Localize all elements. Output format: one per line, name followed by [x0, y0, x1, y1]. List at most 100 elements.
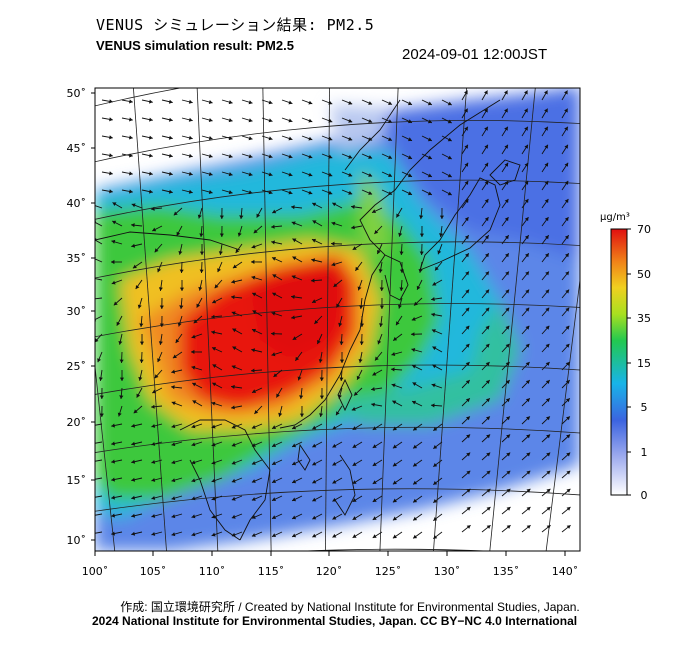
wind-arrow-head: [544, 217, 549, 222]
wind-arrow-head: [388, 101, 392, 105]
wind-arrow-head: [413, 462, 418, 467]
wind-arrow-head: [271, 352, 276, 357]
wind-arrow-head: [91, 513, 95, 517]
wind-arrow-head: [91, 277, 95, 281]
wind-arrow-head: [544, 108, 548, 113]
wind-arrow-head: [484, 162, 489, 167]
wind-arrow-head: [188, 117, 193, 122]
wind-arrow-head: [129, 135, 133, 140]
colorbar-label: 0: [641, 489, 648, 502]
wind-arrow-head: [377, 340, 382, 345]
wind-arrow-head: [252, 292, 257, 297]
wind-arrow-head: [131, 477, 136, 482]
wind-arrow-head: [139, 359, 144, 363]
wind-arrow-head: [352, 462, 357, 466]
wind-arrow-head: [332, 497, 337, 502]
wind-arrow-head: [119, 377, 124, 381]
wind-arrow-head: [431, 329, 436, 333]
wind-arrow-head: [332, 515, 337, 520]
wind-arrow-head: [331, 221, 336, 226]
wind-arrow-head: [312, 461, 317, 466]
wind-arrow-head: [544, 90, 548, 95]
wind-arrow-head: [312, 299, 316, 303]
wind-arrow-head: [159, 305, 164, 309]
lon-tick-label: 115˚: [258, 565, 285, 578]
wind-arrow-head: [504, 199, 509, 203]
wind-arrow-head: [408, 119, 412, 124]
wind-arrow-head: [312, 425, 317, 430]
wind-arrow-head: [545, 362, 550, 366]
wind-arrow-head: [151, 478, 156, 482]
wind-arrow-head: [564, 235, 569, 240]
wind-arrow-head: [251, 259, 255, 264]
wind-arrow-head: [191, 349, 195, 354]
wind-arrow-head: [291, 205, 295, 210]
wind-arrow-head: [464, 108, 468, 113]
wind-arrow-head: [484, 180, 489, 185]
wind-arrow-head: [95, 338, 99, 343]
wind-arrow-head: [368, 191, 373, 195]
wind-arrow-head: [252, 328, 256, 333]
wind-arrow-head: [211, 514, 216, 519]
latitude-ticks: [91, 92, 95, 541]
wind-arrow-head: [211, 314, 215, 319]
wind-arrow-head: [208, 136, 213, 140]
wind-arrow-head: [292, 256, 297, 261]
wind-arrow-head: [292, 336, 297, 340]
wind-arrow-head: [379, 305, 384, 309]
wind-arrow-head: [392, 444, 397, 449]
wind-arrow-head: [99, 395, 104, 399]
wind-arrow-head: [291, 315, 295, 320]
wind-arrow-head: [219, 233, 224, 237]
wind-arrow-head: [235, 249, 240, 253]
wind-arrow-head: [129, 117, 133, 122]
wind-arrow-head: [211, 424, 216, 429]
wind-arrow-head: [524, 180, 529, 185]
wind-arrow-head: [157, 358, 161, 363]
wind-arrow-head: [464, 235, 469, 240]
wind-arrow-head: [388, 119, 392, 123]
wind-arrow-head: [231, 279, 236, 284]
wind-arrow-head: [351, 225, 355, 230]
wind-arrow-head: [328, 172, 333, 177]
wind-arrow-head: [149, 153, 153, 158]
wind-arrow-head: [168, 99, 173, 104]
wind-arrow-head: [506, 416, 510, 421]
wind-arrow-head: [175, 339, 180, 343]
wind-arrow-head: [268, 136, 273, 141]
wind-arrow-head: [525, 289, 530, 294]
wind-arrow-head: [485, 253, 489, 258]
wind-arrow-head: [484, 126, 488, 131]
wind-arrow-head: [192, 400, 197, 404]
wind-arrow-head: [427, 155, 432, 160]
colorbar-label: 5: [641, 401, 648, 414]
wind-arrow-head: [251, 533, 256, 537]
wind-arrow-head: [188, 99, 193, 104]
wind-arrow-head: [504, 217, 509, 222]
wind-arrow-head: [199, 251, 204, 255]
lat-tick-label: 45˚: [67, 142, 87, 155]
wind-arrow-head: [505, 271, 509, 276]
wind-arrow-head: [379, 323, 384, 327]
wind-arrow-head: [171, 369, 176, 374]
wind-arrow-head: [525, 380, 530, 384]
wind-arrow-head: [179, 305, 184, 309]
wind-arrow-head: [218, 251, 223, 255]
wind-arrow-head: [431, 403, 435, 408]
wind-arrow-head: [504, 126, 508, 131]
wind-arrow-head: [271, 311, 276, 316]
wind-arrow-head: [138, 376, 143, 381]
wind-arrow-head: [97, 358, 101, 363]
wind-arrow-head: [158, 287, 163, 291]
wind-arrow-head: [388, 155, 392, 159]
wind-arrow-head: [159, 323, 164, 327]
wind-arrow-head: [484, 108, 488, 113]
wind-arrow-head: [288, 100, 293, 105]
wind-arrow-head: [484, 90, 488, 95]
colorbar-labels: 70 50 35 15 5 1 0: [637, 223, 651, 502]
wind-arrow-head: [171, 496, 176, 501]
wind-arrow-head: [332, 425, 337, 430]
wind-arrow-head: [413, 426, 418, 431]
wind-arrow-head: [564, 217, 569, 222]
